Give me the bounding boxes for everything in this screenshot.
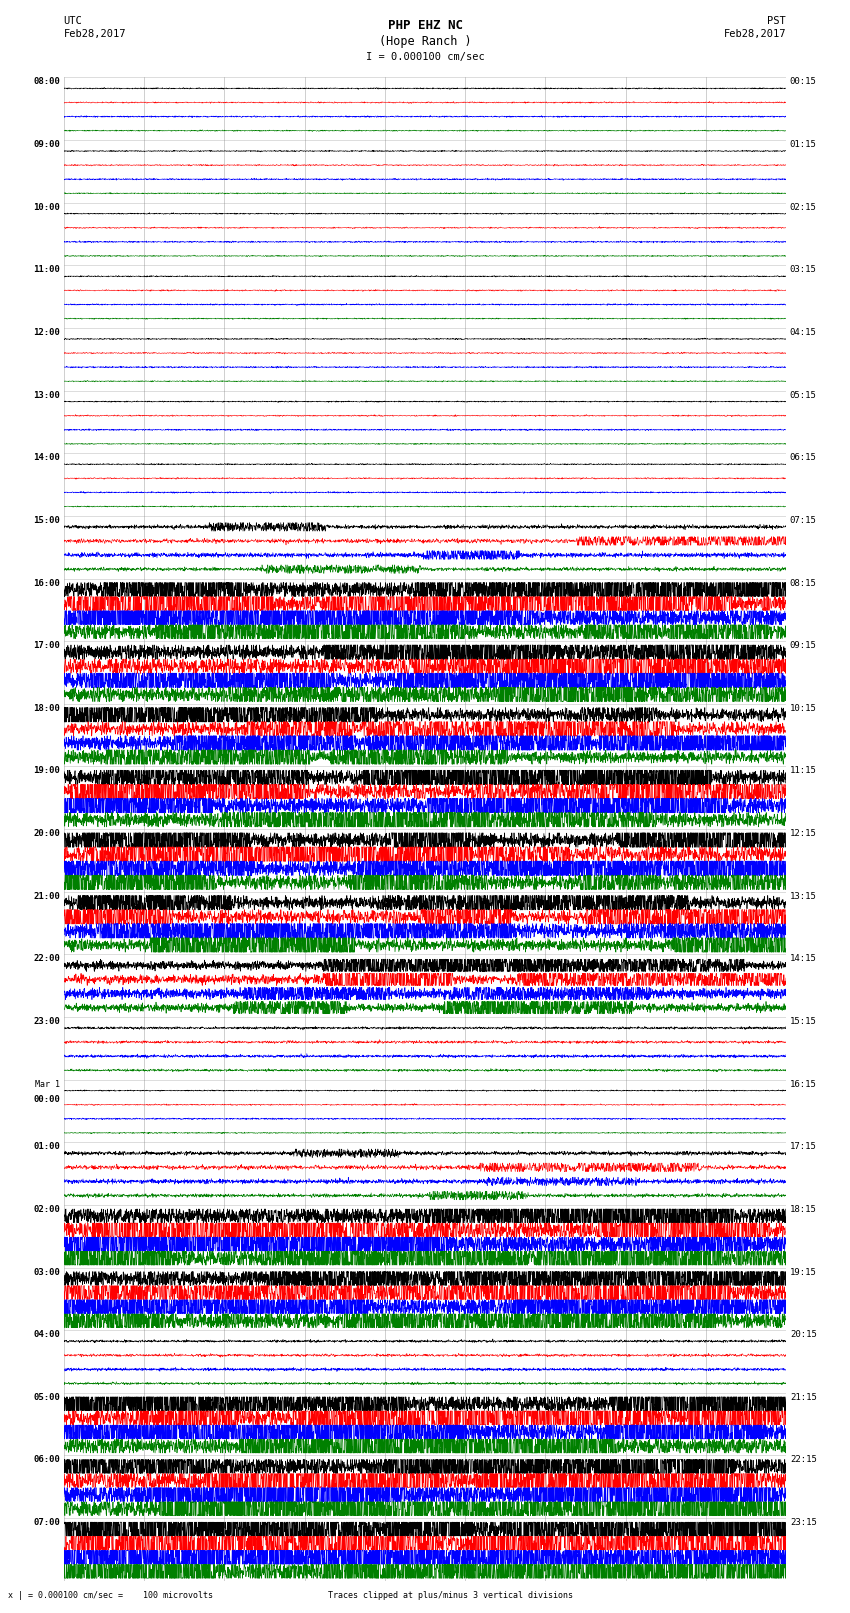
Text: Feb28,2017: Feb28,2017 bbox=[64, 29, 127, 39]
Text: 09:00: 09:00 bbox=[33, 140, 60, 148]
Text: 13:15: 13:15 bbox=[790, 892, 817, 900]
Text: 23:15: 23:15 bbox=[790, 1518, 817, 1528]
Text: UTC: UTC bbox=[64, 16, 82, 26]
Text: 01:15: 01:15 bbox=[790, 140, 817, 148]
Text: 08:15: 08:15 bbox=[790, 579, 817, 587]
Text: PHP EHZ NC: PHP EHZ NC bbox=[388, 19, 462, 32]
Text: 13:00: 13:00 bbox=[33, 390, 60, 400]
Text: (Hope Ranch ): (Hope Ranch ) bbox=[379, 35, 471, 48]
Text: 00:15: 00:15 bbox=[790, 77, 817, 87]
Text: 12:00: 12:00 bbox=[33, 327, 60, 337]
Text: I = 0.000100 cm/sec: I = 0.000100 cm/sec bbox=[366, 52, 484, 61]
Text: 17:00: 17:00 bbox=[33, 642, 60, 650]
Text: 15:15: 15:15 bbox=[790, 1018, 817, 1026]
Text: 14:15: 14:15 bbox=[790, 955, 817, 963]
Text: 18:00: 18:00 bbox=[33, 703, 60, 713]
Text: 01:00: 01:00 bbox=[33, 1142, 60, 1152]
Text: 05:00: 05:00 bbox=[33, 1394, 60, 1402]
Text: 16:15: 16:15 bbox=[790, 1079, 817, 1089]
Text: 04:15: 04:15 bbox=[790, 327, 817, 337]
Text: 20:15: 20:15 bbox=[790, 1331, 817, 1339]
Text: x | = 0.000100 cm/sec =    100 microvolts                       Traces clipped a: x | = 0.000100 cm/sec = 100 microvolts T… bbox=[8, 1590, 574, 1600]
Text: 05:15: 05:15 bbox=[790, 390, 817, 400]
Text: 21:00: 21:00 bbox=[33, 892, 60, 900]
Text: 03:15: 03:15 bbox=[790, 266, 817, 274]
Text: 03:00: 03:00 bbox=[33, 1268, 60, 1276]
Text: 04:00: 04:00 bbox=[33, 1331, 60, 1339]
Text: 10:00: 10:00 bbox=[33, 203, 60, 211]
Text: 22:15: 22:15 bbox=[790, 1455, 817, 1465]
Text: 18:15: 18:15 bbox=[790, 1205, 817, 1215]
Text: 10:15: 10:15 bbox=[790, 703, 817, 713]
Text: 14:00: 14:00 bbox=[33, 453, 60, 463]
Text: 06:15: 06:15 bbox=[790, 453, 817, 463]
Text: 00:00: 00:00 bbox=[33, 1095, 60, 1105]
Text: 07:15: 07:15 bbox=[790, 516, 817, 524]
Text: 15:00: 15:00 bbox=[33, 516, 60, 524]
Text: 17:15: 17:15 bbox=[790, 1142, 817, 1152]
Text: 02:00: 02:00 bbox=[33, 1205, 60, 1215]
Text: 11:15: 11:15 bbox=[790, 766, 817, 776]
Text: 07:00: 07:00 bbox=[33, 1518, 60, 1528]
Text: 16:00: 16:00 bbox=[33, 579, 60, 587]
Text: PST: PST bbox=[768, 16, 786, 26]
Text: 21:15: 21:15 bbox=[790, 1394, 817, 1402]
Text: Feb28,2017: Feb28,2017 bbox=[723, 29, 786, 39]
Text: 08:00: 08:00 bbox=[33, 77, 60, 87]
Text: 23:00: 23:00 bbox=[33, 1018, 60, 1026]
Text: 20:00: 20:00 bbox=[33, 829, 60, 839]
Text: 22:00: 22:00 bbox=[33, 955, 60, 963]
Text: 09:15: 09:15 bbox=[790, 642, 817, 650]
Text: 02:15: 02:15 bbox=[790, 203, 817, 211]
Text: 19:15: 19:15 bbox=[790, 1268, 817, 1276]
Text: 11:00: 11:00 bbox=[33, 266, 60, 274]
Text: 19:00: 19:00 bbox=[33, 766, 60, 776]
Text: 06:00: 06:00 bbox=[33, 1455, 60, 1465]
Text: Mar 1: Mar 1 bbox=[35, 1081, 60, 1089]
Text: 12:15: 12:15 bbox=[790, 829, 817, 839]
